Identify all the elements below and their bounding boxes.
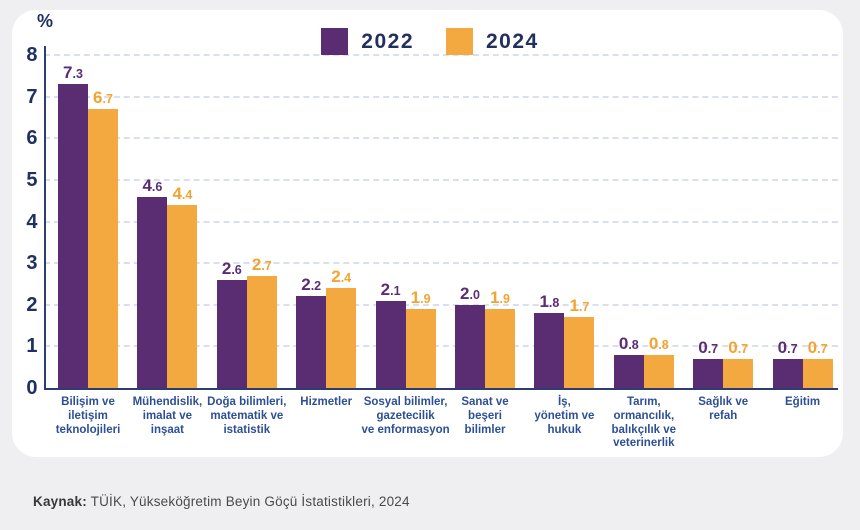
y-tick-0: 0 [26, 377, 38, 399]
source-prefix: Kaynak: [33, 494, 87, 509]
gridline-6 [44, 137, 838, 140]
category-label-6: İş, yönetim ve hukuk [534, 396, 595, 436]
bar-2024-8 [723, 358, 754, 388]
value-label-2022-6: 1.8 [539, 292, 560, 312]
y-axis-unit-label: % [37, 11, 54, 31]
bar-2024-6 [564, 317, 595, 388]
value-label-2024-0: 6.7 [93, 88, 113, 108]
bar-2022-6 [534, 313, 565, 388]
y-tick-8: 8 [26, 44, 38, 67]
bar-2022-2 [216, 279, 247, 388]
bar-2024-4 [405, 308, 436, 388]
value-label-2024-1: 4.4 [172, 183, 193, 203]
y-tick-3: 3 [26, 252, 38, 275]
legend-label-2022: 2022 [361, 29, 414, 53]
source-note: Kaynak: TÜİK, Yükseköğretim Beyin Göçü İ… [33, 494, 410, 509]
category-label-5: Sanat ve beşeri bilimler [461, 396, 509, 436]
y-tick-5: 5 [26, 169, 38, 191]
bar-2024-1 [167, 204, 198, 388]
bar-2022-4 [375, 300, 406, 388]
bar-2022-8 [693, 358, 724, 388]
y-tick-1: 1 [26, 335, 38, 358]
gridline-1 [44, 345, 838, 348]
legend-swatch-2024 [446, 28, 473, 55]
category-label-8: Sağlık ve refah [698, 396, 749, 422]
value-label-2022-8: 0.7 [698, 337, 719, 357]
bar-2022-9 [772, 358, 803, 388]
bar-2024-2 [246, 275, 277, 388]
value-label-2024-4: 1.9 [410, 287, 431, 307]
bar-2022-0 [58, 84, 88, 388]
bar-2022-3 [296, 296, 327, 388]
category-label-0: Bilişim ve iletişim teknolojileri [55, 396, 121, 436]
value-label-2022-3: 2.2 [301, 275, 322, 295]
value-label-2024-7: 0.8 [648, 333, 669, 353]
value-label-2024-9: 0.7 [807, 337, 828, 357]
value-label-2024-8: 0.7 [728, 337, 749, 357]
value-label-2022-0: 7.3 [63, 63, 83, 83]
value-label-2024-2: 2.7 [251, 254, 272, 274]
category-label-2: Doğa bilimleri, matematik ve istatistik [207, 396, 287, 436]
legend-item-2024: 2024 [446, 28, 539, 55]
category-label-7: Tarım, ormancılık, balıkçılık ve veterin… [611, 396, 677, 450]
y-axis-line [44, 46, 46, 390]
category-label-4: Sosyal bilimler, gazetecilik ve enformas… [361, 396, 450, 436]
gridline-4 [44, 220, 838, 223]
bar-2024-3 [326, 288, 357, 388]
legend-item-2022: 2022 [321, 28, 414, 55]
value-label-2022-5: 2.0 [460, 283, 480, 303]
category-label-3: Hizmetler [300, 396, 353, 408]
value-label-2024-6: 1.7 [569, 296, 590, 316]
value-label-2024-3: 2.4 [331, 267, 352, 287]
value-label-2022-2: 2.6 [221, 258, 242, 278]
gridline-3 [44, 262, 838, 265]
gridline-5 [44, 179, 838, 181]
gridline-2 [44, 303, 838, 306]
source-text: TÜİK, Yükseköğretim Beyin Göçü İstatisti… [86, 494, 410, 509]
legend: 2022 2024 [0, 28, 860, 55]
bar-2024-7 [643, 354, 674, 388]
value-label-2022-7: 0.8 [618, 333, 639, 353]
category-label-9: Eğitim [785, 396, 821, 408]
legend-label-2024: 2024 [486, 29, 539, 53]
gridline-7 [44, 95, 838, 98]
y-tick-7: 7 [26, 85, 38, 108]
y-tick-2: 2 [26, 293, 38, 316]
gridline-8 [44, 54, 838, 57]
value-label-2024-5: 1.9 [490, 287, 510, 307]
bar-2022-7 [613, 354, 644, 388]
value-label-2022-1: 4.6 [142, 175, 163, 195]
bar-2022-5 [455, 304, 485, 388]
x-axis-line [44, 388, 838, 390]
y-tick-4: 4 [26, 210, 38, 233]
bar-2024-0 [88, 109, 118, 388]
value-label-2022-9: 0.7 [777, 337, 798, 357]
category-label-1: Mühendislik, imalat ve inşaat [132, 396, 203, 436]
y-tick-6: 6 [26, 127, 38, 150]
bar-2022-1 [137, 196, 168, 388]
bar-2024-5 [485, 308, 515, 388]
bar-2024-9 [802, 358, 833, 388]
legend-swatch-2022 [321, 28, 349, 55]
value-label-2022-4: 2.1 [380, 279, 401, 299]
